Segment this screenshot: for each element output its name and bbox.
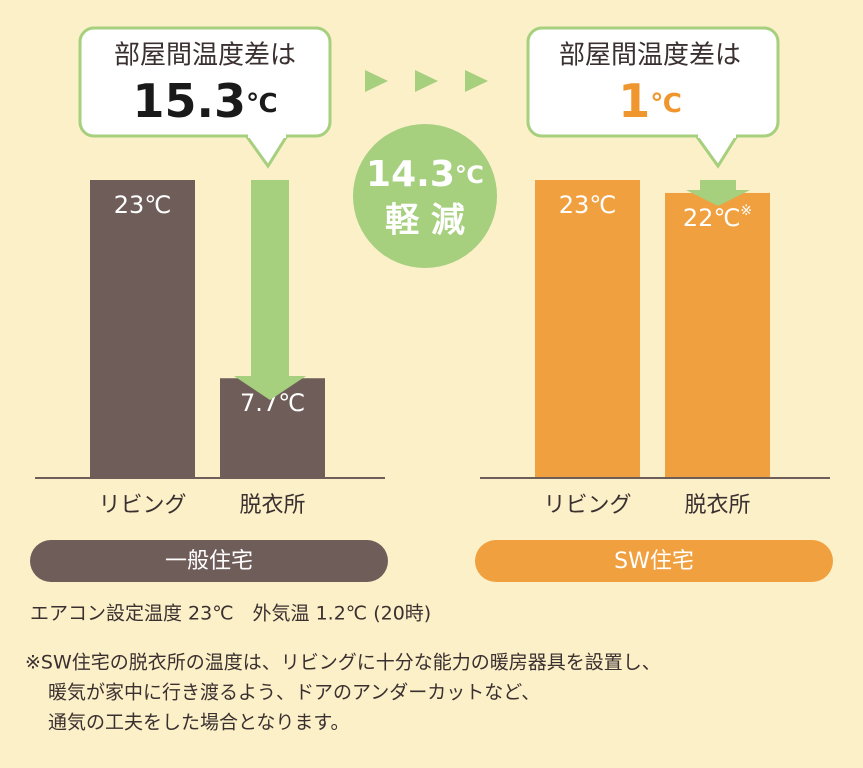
note-mark: ※ bbox=[740, 203, 752, 219]
category-label: 脱衣所 bbox=[239, 493, 305, 518]
callout-title: 部屋間温度差は bbox=[114, 41, 296, 71]
difference: 1℃ bbox=[618, 74, 682, 128]
value-label-text: 22℃ bbox=[683, 204, 741, 232]
bar bbox=[665, 192, 770, 478]
footnote: 通気の工夫をした場合となります。 bbox=[48, 712, 350, 734]
value-label: 23℃ bbox=[559, 191, 617, 219]
value-label: 23℃ bbox=[114, 191, 172, 219]
callout-title: 部屋間温度差は bbox=[559, 41, 741, 71]
right-callout bbox=[526, 26, 780, 169]
group-label: 一般住宅 bbox=[165, 549, 253, 574]
footnote: ※SW住宅の脱衣所の温度は、リビングに十分な能力の暖房器具を設置し、 bbox=[25, 652, 661, 674]
group-pill bbox=[475, 540, 833, 582]
difference-value: 15.3 bbox=[133, 74, 247, 128]
difference: 15.3℃ bbox=[133, 74, 278, 128]
bar bbox=[535, 180, 640, 478]
value-label-text: 23℃ bbox=[114, 191, 172, 219]
category-label: リビング bbox=[98, 493, 186, 518]
difference-unit: ℃ bbox=[246, 89, 277, 119]
reduction-circle bbox=[353, 124, 497, 268]
reduction-value: 14.3℃ bbox=[366, 154, 484, 195]
footnote: 暖気が家中に行き渡るよう、ドアのアンダーカットなど、 bbox=[48, 682, 540, 704]
category-label: リビング bbox=[543, 493, 631, 518]
value-label-text: 23℃ bbox=[559, 191, 617, 219]
category-label: 脱衣所 bbox=[684, 493, 750, 518]
group-pill bbox=[30, 540, 388, 582]
value-label: 22℃※ bbox=[683, 203, 752, 232]
bar bbox=[90, 180, 195, 478]
left-callout bbox=[78, 26, 332, 169]
group-label: SW住宅 bbox=[614, 549, 694, 574]
reduction-label: 軽 減 bbox=[385, 201, 465, 241]
left-arrow bbox=[234, 180, 306, 400]
condition-note: エアコン設定温度 23℃ 外気温 1.2℃ (20時) bbox=[30, 603, 431, 625]
right-arrow bbox=[686, 180, 750, 206]
difference-value: 1 bbox=[618, 74, 650, 128]
difference-unit: ℃ bbox=[650, 89, 681, 119]
triangles bbox=[365, 70, 488, 92]
